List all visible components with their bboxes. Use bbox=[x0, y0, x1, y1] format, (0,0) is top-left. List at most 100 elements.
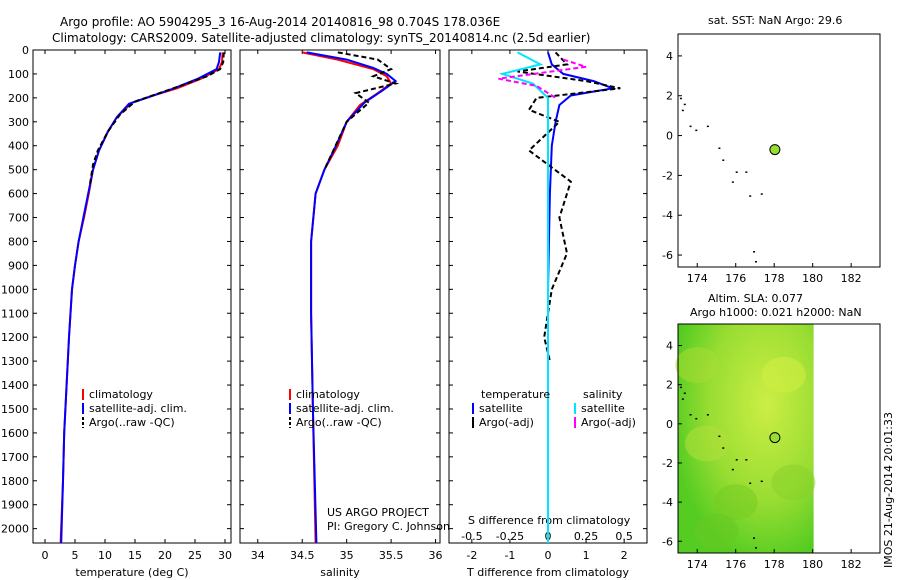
y-tick-label: -4 bbox=[662, 209, 673, 222]
y-tick-label: 1400 bbox=[1, 379, 29, 392]
x-tick-label: 1 bbox=[583, 549, 590, 562]
island-dot bbox=[681, 109, 684, 112]
island-dot bbox=[718, 147, 721, 150]
series-line-salinity-1 bbox=[306, 51, 398, 544]
x-tick-label: 174 bbox=[687, 558, 708, 571]
y-tick-label: 600 bbox=[8, 188, 29, 201]
legend-title-salinity: salinity bbox=[583, 388, 623, 401]
legend-label: Argo(..raw -QC) bbox=[89, 416, 175, 429]
x-tick-label: -2 bbox=[466, 549, 477, 562]
series-line-salinity-2 bbox=[323, 51, 400, 171]
sla-patch bbox=[694, 513, 739, 550]
y-tick-label: 2000 bbox=[1, 523, 29, 536]
y-tick-label: 0 bbox=[666, 418, 673, 431]
y-tick-label: -6 bbox=[662, 535, 673, 548]
sla-patch bbox=[761, 356, 806, 393]
s-tick-label: -0.5 bbox=[461, 530, 482, 543]
island-dot bbox=[683, 392, 686, 395]
y-tick-label: 200 bbox=[8, 92, 29, 105]
y-tick-label: 1600 bbox=[1, 427, 29, 440]
series-line-differences-1 bbox=[517, 51, 621, 362]
x-tick-label: 35.5 bbox=[379, 549, 404, 562]
y-tick-label: 2 bbox=[666, 379, 673, 392]
x-tick-label: 25 bbox=[188, 549, 202, 562]
sla-map-title-line1: Altim. SLA: 0.077 bbox=[708, 292, 803, 305]
island-dot bbox=[695, 129, 698, 132]
credit-line2: PI: Gregory C. Johnson bbox=[327, 520, 450, 533]
x-tick-label: 36 bbox=[429, 549, 443, 562]
island-dot bbox=[695, 417, 698, 420]
y-tick-label: 1200 bbox=[1, 331, 29, 344]
island-dot bbox=[679, 97, 682, 100]
island-dot bbox=[760, 480, 763, 483]
island-dot bbox=[683, 103, 686, 106]
credit-line1: US ARGO PROJECT bbox=[327, 506, 429, 519]
x-tick-label: 182 bbox=[841, 558, 862, 571]
x-tick-label: 0 bbox=[42, 549, 49, 562]
x-tick-label: 20 bbox=[158, 549, 172, 562]
series-line-differences-0 bbox=[547, 52, 617, 543]
figure-title-line1: Argo profile: AO 5904295_3 16-Aug-2014 2… bbox=[60, 15, 500, 29]
island-dot bbox=[689, 414, 692, 416]
axes-frame-salinity bbox=[239, 49, 441, 544]
island-dot bbox=[689, 125, 692, 128]
x-tick-label: 15 bbox=[128, 549, 142, 562]
y-tick-label: 800 bbox=[8, 235, 29, 248]
x-tick-label: 35 bbox=[340, 549, 354, 562]
legend-label: climatology bbox=[89, 388, 153, 401]
island-dot bbox=[753, 251, 756, 253]
y-tick-label: 100 bbox=[8, 68, 29, 81]
sst-map-title: sat. SST: NaN Argo: 29.6 bbox=[708, 14, 842, 27]
s-tick-label: -0.25 bbox=[496, 530, 524, 543]
y-tick-label: 1000 bbox=[1, 283, 29, 296]
x-tick-label: 10 bbox=[98, 549, 112, 562]
legend-label: Argo(..raw -QC) bbox=[296, 416, 382, 429]
island-dot bbox=[722, 159, 725, 161]
island-dot bbox=[735, 459, 738, 461]
x-tick-label: 176 bbox=[725, 558, 746, 571]
island-dot bbox=[754, 261, 757, 263]
y-tick-label: 1100 bbox=[1, 307, 29, 320]
island-dot bbox=[681, 398, 684, 400]
x-tick-label: 178 bbox=[764, 272, 785, 285]
series-line-temperature-2 bbox=[89, 52, 225, 185]
island-dot bbox=[718, 435, 721, 438]
x-tick-label: 0 bbox=[545, 549, 552, 562]
sla-patch bbox=[713, 484, 758, 521]
s-tick-label: 0.5 bbox=[615, 530, 633, 543]
y-tick-label: -2 bbox=[662, 457, 673, 470]
y-tick-label: 300 bbox=[8, 116, 29, 129]
x-axis-label: temperature (deg C) bbox=[75, 566, 188, 579]
y-tick-label: 900 bbox=[8, 259, 29, 272]
legend-label: satellite bbox=[581, 402, 625, 415]
x-tick-label: 176 bbox=[725, 272, 746, 285]
x-axis-label: salinity bbox=[320, 566, 360, 579]
y-tick-label: 1500 bbox=[1, 403, 29, 416]
y-tick-label: 1300 bbox=[1, 355, 29, 368]
y-tick-label: -4 bbox=[662, 496, 673, 509]
island-dot bbox=[749, 195, 752, 197]
island-dot bbox=[754, 547, 757, 549]
legend-label: satellite bbox=[479, 402, 523, 415]
island-dot bbox=[679, 386, 682, 389]
y-tick-label: 4 bbox=[666, 50, 673, 63]
map-sla_map: 174 176 178 180 182 4 2 0 -2 -4 -6 bbox=[662, 323, 881, 571]
timestamp-stamp: IMOS 21-Aug-2014 20:01:33 bbox=[882, 412, 895, 568]
x-tick-label: 180 bbox=[802, 558, 823, 571]
panel-differences: -2 -1 0 1 2 T difference from climatology -0.5… bbox=[448, 49, 648, 579]
island-dot bbox=[731, 468, 734, 471]
series-line-differences-3 bbox=[498, 58, 587, 99]
x-tick-label: 180 bbox=[802, 272, 823, 285]
y-tick-label: 700 bbox=[8, 212, 29, 225]
sla-patch bbox=[684, 425, 729, 462]
map-sst_map: 174 176 178 180 182 4 2 0 -2 -4 -6 bbox=[662, 33, 881, 285]
y-tick-label: 0 bbox=[666, 130, 673, 143]
series-line-temperature-1 bbox=[60, 52, 222, 544]
panel-salinity: 34 34.5 35 35.5 36 salinity climatologysatelli… bbox=[239, 49, 443, 579]
series-line-differences-2 bbox=[498, 51, 549, 543]
y-tick-label: -6 bbox=[662, 249, 673, 262]
legend-title-temperature: temperature bbox=[481, 388, 550, 401]
island-dot bbox=[749, 482, 752, 485]
x-tick-label: -1 bbox=[504, 549, 515, 562]
